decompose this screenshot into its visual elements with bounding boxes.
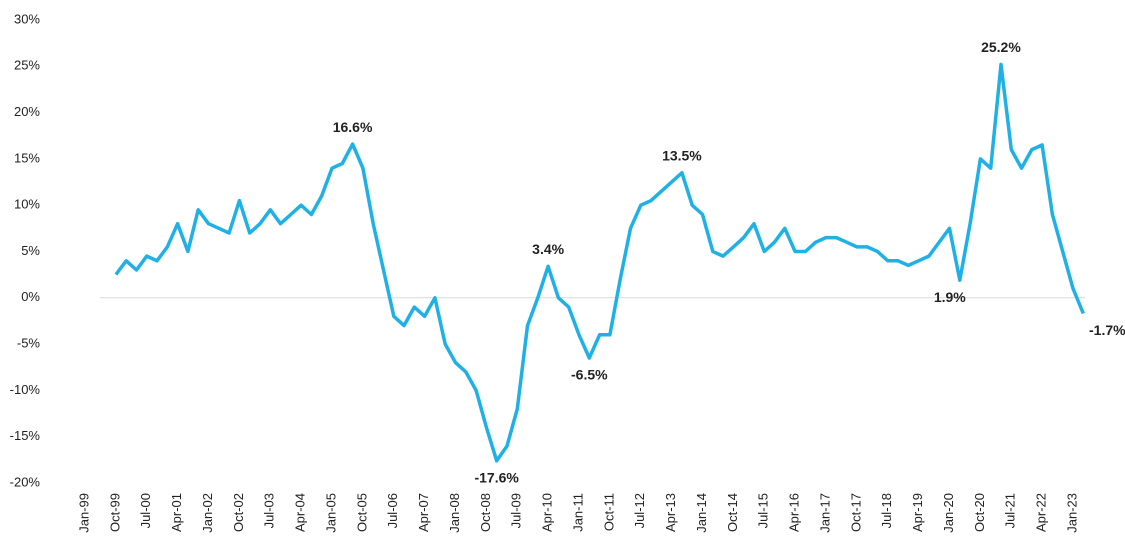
x-tick-label: Jan-02: [200, 493, 215, 533]
x-tick-label: Apr-16: [787, 493, 802, 532]
x-tick-label: Jul-09: [509, 493, 524, 528]
x-tick-label: Jan-08: [447, 493, 462, 533]
x-tick-label: Jan-17: [817, 493, 832, 533]
x-tick-label: Oct-20: [972, 493, 987, 532]
data-label: -6.5%: [571, 367, 608, 383]
x-tick-label: Oct-99: [107, 493, 122, 532]
data-label: 25.2%: [981, 39, 1021, 55]
x-tick-label: Jul-15: [756, 493, 771, 528]
y-tick-label: 0%: [21, 289, 40, 304]
y-tick-label: -20%: [10, 474, 41, 489]
x-tick-label: Jul-03: [262, 493, 277, 528]
data-label: 16.6%: [333, 119, 373, 135]
x-tick-label: Apr-01: [169, 493, 184, 532]
y-tick-label: 10%: [14, 197, 40, 212]
x-tick-label: Jan-20: [941, 493, 956, 533]
x-tick-label: Apr-13: [663, 493, 678, 532]
x-tick-label: Jul-12: [632, 493, 647, 528]
line: [114, 62, 1085, 463]
y-tick-label: 5%: [21, 243, 40, 258]
x-tick-label: Oct-14: [725, 493, 740, 532]
data-label: 13.5%: [662, 147, 702, 163]
x-tick-label: Jul-06: [385, 493, 400, 528]
y-tick-label: 15%: [14, 150, 40, 165]
y-tick-label: 20%: [14, 104, 40, 119]
data-label: -17.6%: [474, 469, 519, 485]
x-tick-label: Apr-04: [293, 493, 308, 532]
data-label: -1.7%: [1089, 322, 1125, 338]
y-tick-label: -15%: [10, 428, 41, 443]
x-tick-label: Jul-18: [879, 493, 894, 528]
x-tick-label: Oct-11: [601, 493, 616, 531]
x-tick-label: Apr-07: [416, 493, 431, 532]
x-tick-label: Jan-23: [1064, 493, 1079, 533]
y-tick-label: -5%: [17, 336, 41, 351]
y-tick-label: 25%: [14, 58, 40, 73]
data-label: 1.9%: [934, 289, 966, 305]
data-label: 3.4%: [532, 241, 564, 257]
x-tick-label: Jan-11: [570, 493, 585, 532]
x-tick-label: Apr-22: [1034, 493, 1049, 532]
x-tick-label: Jan-14: [694, 493, 709, 533]
y-tick-label: 30%: [14, 11, 40, 26]
x-tick-label: Oct-05: [354, 493, 369, 532]
x-tick-label: Oct-08: [478, 493, 493, 532]
x-tick-label: Oct-02: [231, 493, 246, 532]
x-tick-label: Jan-05: [323, 493, 338, 533]
x-tick-label: Oct-17: [848, 493, 863, 532]
x-tick-label: Jul-00: [138, 493, 153, 528]
x-tick-label: Jul-21: [1003, 493, 1018, 528]
x-tick-label: Apr-19: [910, 493, 925, 532]
x-tick-label: Apr-10: [540, 493, 555, 532]
x-tick-label: Jan-99: [76, 493, 91, 533]
y-tick-label: -10%: [10, 382, 41, 397]
